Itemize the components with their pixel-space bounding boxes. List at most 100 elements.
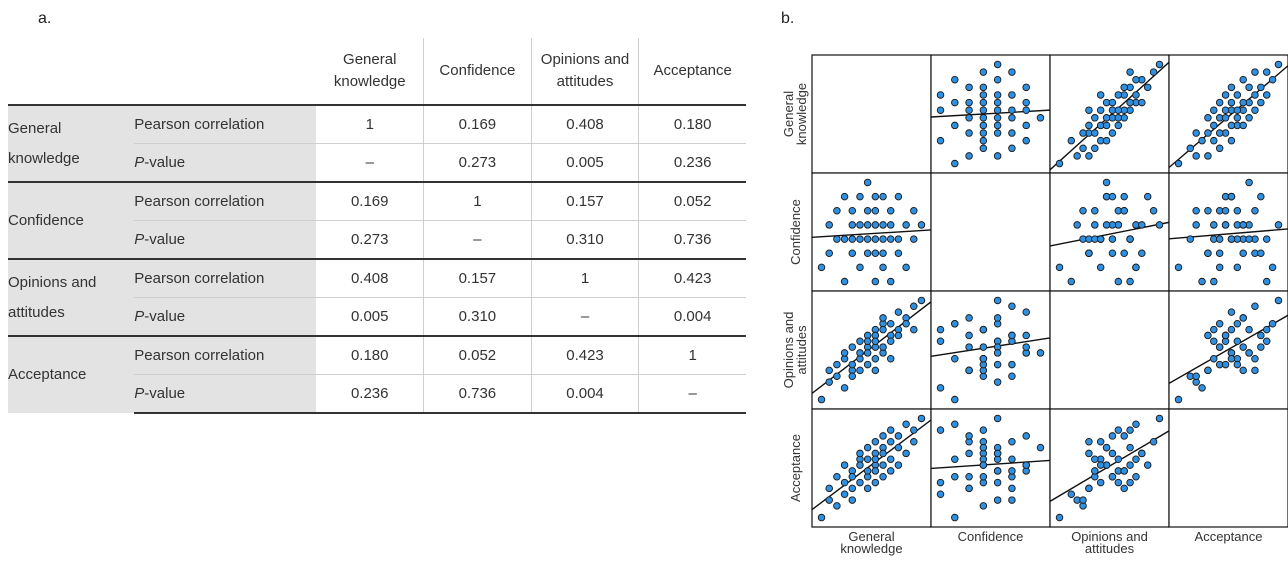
pvalue-cell: 0.004	[530, 374, 639, 414]
data-point	[1215, 129, 1224, 137]
data-point	[879, 263, 887, 272]
data-point	[894, 331, 903, 340]
data-point	[936, 384, 945, 392]
data-point	[1120, 207, 1128, 215]
data-point	[1085, 438, 1093, 446]
data-point	[886, 221, 895, 229]
data-point	[1239, 249, 1247, 257]
data-point	[1227, 136, 1236, 145]
data-point	[1126, 426, 1134, 434]
data-point	[1096, 461, 1105, 469]
data-point	[993, 349, 1002, 357]
data-point	[1155, 221, 1164, 229]
data-point	[1186, 235, 1195, 243]
data-point	[1108, 449, 1117, 458]
data-point	[840, 461, 849, 469]
data-point	[1233, 106, 1242, 114]
column-header: Opinions and attitudes	[530, 38, 639, 105]
data-point	[1022, 331, 1030, 340]
data-point	[1251, 354, 1259, 363]
data-point	[1245, 235, 1253, 243]
data-point	[1132, 75, 1140, 84]
data-point	[1274, 60, 1283, 69]
data-point	[1143, 192, 1152, 201]
data-point	[1126, 235, 1134, 243]
data-point	[871, 221, 880, 229]
data-point	[936, 490, 945, 498]
data-point	[1210, 121, 1218, 130]
matrix-cell	[930, 408, 1051, 528]
data-point	[1239, 121, 1247, 130]
column-header: Acceptance	[638, 38, 746, 105]
data-point	[1055, 513, 1064, 522]
data-point	[910, 438, 918, 446]
data-point	[951, 98, 959, 107]
data-point	[894, 249, 903, 257]
data-point	[848, 484, 857, 493]
stat-label-pvalue: P-value	[134, 297, 317, 336]
row-axis-label: Generalknowledge	[781, 83, 809, 145]
data-point	[879, 461, 887, 469]
data-point	[1079, 207, 1087, 215]
data-point	[993, 360, 1002, 369]
data-point	[951, 320, 959, 328]
data-point	[856, 449, 864, 458]
stat-label-pearson: Pearson correlation	[134, 181, 317, 221]
data-point	[1221, 114, 1230, 122]
data-point	[825, 221, 833, 229]
data-point	[1215, 263, 1224, 272]
data-point	[1091, 467, 1099, 475]
data-point	[951, 472, 959, 481]
data-point	[1102, 114, 1111, 122]
data-point	[886, 426, 895, 434]
data-point	[1215, 144, 1224, 153]
data-point	[1245, 178, 1253, 187]
data-point	[1257, 98, 1265, 107]
data-point	[1079, 496, 1087, 504]
data-point	[856, 461, 864, 469]
data-point	[848, 372, 857, 380]
data-point	[879, 314, 887, 322]
data-point	[1108, 98, 1117, 107]
matrix-cell	[811, 172, 932, 292]
data-point	[965, 129, 973, 137]
data-point	[833, 207, 841, 215]
data-point	[1126, 478, 1134, 487]
data-point	[1239, 314, 1247, 322]
data-point	[1251, 366, 1259, 375]
data-point	[902, 221, 910, 229]
data-point	[1073, 221, 1081, 229]
data-point	[993, 98, 1002, 107]
data-point	[1239, 75, 1247, 84]
fit-line	[931, 459, 1050, 470]
data-point	[1008, 360, 1016, 369]
data-point	[1126, 443, 1134, 452]
row-axis-label: Opinions andattitudes	[781, 312, 809, 389]
data-point	[1221, 331, 1230, 340]
data-point	[1257, 83, 1265, 92]
data-point	[863, 207, 872, 215]
data-point	[979, 343, 988, 351]
data-point	[1132, 263, 1140, 272]
data-point	[863, 235, 872, 243]
data-point	[1132, 91, 1140, 99]
data-point	[1192, 221, 1200, 229]
data-point	[1262, 91, 1271, 99]
data-point	[1227, 354, 1236, 363]
data-point	[1257, 343, 1265, 351]
data-point	[863, 360, 872, 369]
data-point	[1055, 263, 1064, 272]
data-point	[1022, 83, 1030, 92]
data-point	[1239, 221, 1247, 229]
data-point	[1227, 192, 1236, 201]
pearson-value-cell: 0.169	[316, 181, 424, 221]
data-point	[1096, 438, 1105, 446]
correlation-table: General knowledge Confidence Opinions and…	[8, 38, 746, 414]
data-point	[1257, 192, 1265, 201]
data-point	[1215, 343, 1224, 351]
data-point	[1210, 136, 1218, 145]
data-point	[863, 178, 872, 187]
data-point	[840, 235, 849, 243]
data-point	[1210, 354, 1218, 363]
data-point	[1085, 449, 1093, 458]
